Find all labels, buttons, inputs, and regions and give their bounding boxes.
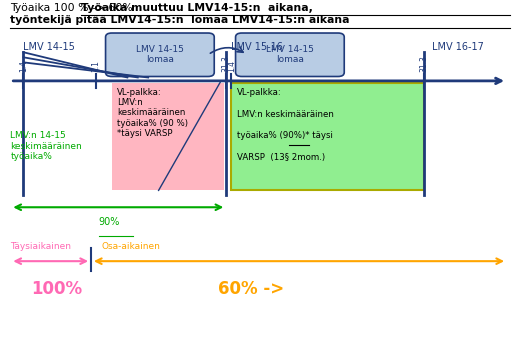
Text: Osa-aikainen: Osa-aikainen (101, 242, 160, 251)
Text: LMV 14-15
lomaa: LMV 14-15 lomaa (266, 45, 314, 64)
Text: Työaika 100 % -> 60%: Työaika 100 % -> 60% (10, 3, 140, 13)
Text: LMV:n keskimääräinen: LMV:n keskimääräinen (237, 110, 333, 119)
Text: Täysiaikainen: Täysiaikainen (10, 242, 71, 251)
FancyBboxPatch shape (112, 83, 224, 190)
Text: VL-palkka:: VL-palkka: (237, 88, 281, 97)
Text: Työaika muuttuu LMV14-15:n  aikana,: Työaika muuttuu LMV14-15:n aikana, (81, 3, 313, 13)
Text: 1.4: 1.4 (19, 60, 28, 72)
Text: LMV:n 14-15
keskimääräinen
työaika%: LMV:n 14-15 keskimääräinen työaika% (10, 131, 82, 161)
Text: 31.3: 31.3 (222, 56, 231, 72)
Text: 31.3: 31.3 (419, 56, 428, 72)
Text: VARSP  (13§ 2mom.): VARSP (13§ 2mom.) (237, 153, 324, 162)
Text: 1.4: 1.4 (227, 60, 236, 72)
Text: 60% ->: 60% -> (218, 280, 284, 298)
Text: 90%: 90% (99, 217, 120, 227)
Text: työaika% (90%)* täysi: työaika% (90%)* täysi (237, 131, 332, 141)
Text: LMV 14-15
lomaa: LMV 14-15 lomaa (136, 45, 184, 64)
Text: LMV 16-17: LMV 16-17 (432, 42, 484, 52)
Text: LMV 15-16: LMV 15-16 (231, 42, 283, 52)
Text: VL-palkka:
LMV:n
keskimääräinen
työaika% (90 %)
*täysi VARSP: VL-palkka: LMV:n keskimääräinen työaika%… (117, 88, 188, 138)
Text: työntekijä pitää LMV14-15:n  lomaa LMV14-15:n aikana: työntekijä pitää LMV14-15:n lomaa LMV14-… (10, 15, 350, 25)
Text: 100%: 100% (31, 280, 82, 298)
FancyBboxPatch shape (236, 33, 344, 76)
Text: 1.1: 1.1 (92, 61, 101, 72)
FancyBboxPatch shape (106, 33, 214, 76)
Text: LMV 14-15: LMV 14-15 (23, 42, 75, 52)
FancyBboxPatch shape (231, 83, 424, 190)
